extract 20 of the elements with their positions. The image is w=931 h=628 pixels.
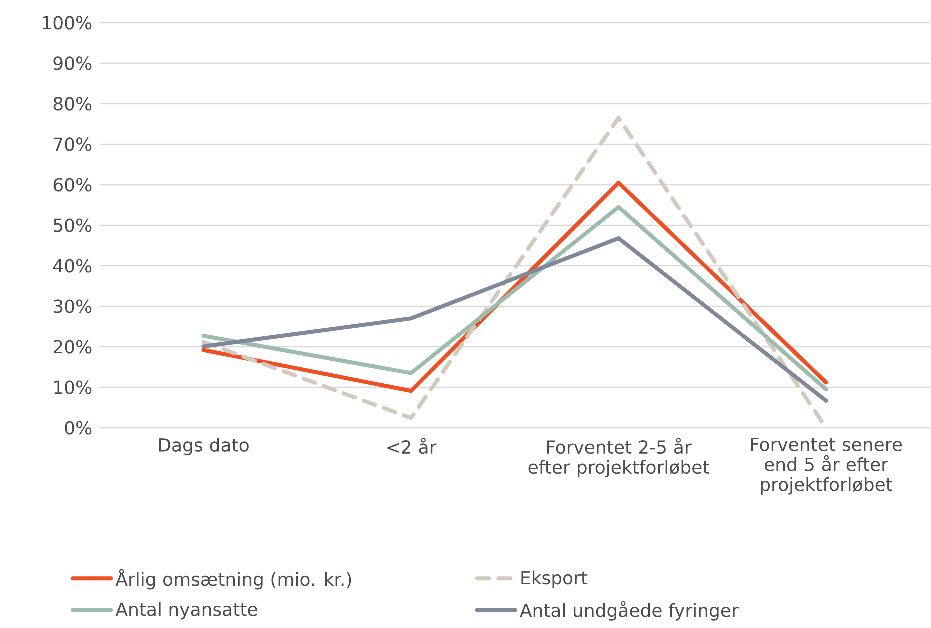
- y-tick-label: 50%: [54, 218, 92, 232]
- y-tick-label: 10%: [54, 380, 92, 394]
- y-tick-label: 20%: [54, 340, 92, 354]
- x-tick-label: Forventet 2-5 år efter projektforløbet: [528, 438, 710, 478]
- x-tick-label: Forventet senere end 5 år efter projektforløbet: [751, 438, 902, 495]
- line-series: [202, 236, 828, 403]
- legend-label: Antal undgåede fyringer: [520, 601, 739, 621]
- x-tick-label: Dags dato: [159, 438, 249, 456]
- y-tick-label: 80%: [54, 97, 92, 111]
- x-tick-label: <2 år: [388, 438, 437, 454]
- y-tick-label: 90%: [54, 56, 92, 70]
- legend-label: Antal nyansatte: [116, 602, 258, 620]
- legend-label: Årlig omsætning (mio. kr.): [116, 569, 352, 590]
- y-tick-label: 60%: [54, 178, 92, 192]
- legend-label: Eksport: [522, 570, 588, 588]
- y-tick-label: 70%: [54, 138, 92, 152]
- y-tick-label: 40%: [53, 259, 92, 273]
- y-tick-label: 100%: [43, 16, 92, 30]
- y-tick-label: 0%: [65, 421, 92, 435]
- y-tick-label: 30%: [54, 300, 92, 314]
